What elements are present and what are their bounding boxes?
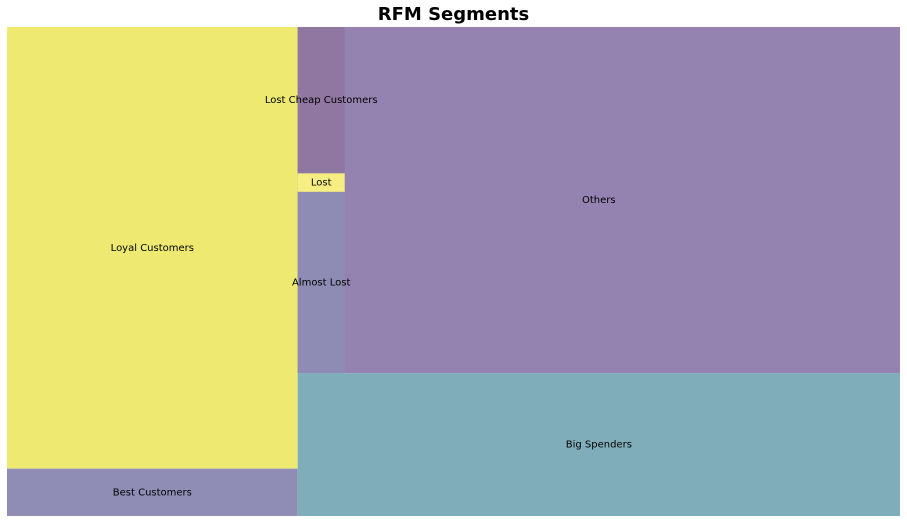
tile-label-lost: Lost xyxy=(311,178,332,189)
tile-label-best-customers: Best Customers xyxy=(113,487,192,498)
tile-label-lost-cheap-customers: Lost Cheap Customers xyxy=(265,95,378,106)
tile-label-big-spenders: Big Spenders xyxy=(566,440,632,451)
tile-best-customers xyxy=(7,468,298,516)
tile-lost-cheap-customers xyxy=(297,27,345,174)
chart-title: RFM Segments xyxy=(377,4,530,25)
tile-others xyxy=(297,27,900,374)
tile-lost xyxy=(297,173,345,192)
tile-label-almost-lost: Almost Lost xyxy=(292,277,351,288)
tile-big-spenders xyxy=(297,373,900,516)
tile-label-others: Others xyxy=(582,195,616,206)
tile-label-loyal-customers: Loyal Customers xyxy=(111,243,194,254)
tile-almost-lost xyxy=(297,191,345,374)
tile-loyal-customers xyxy=(7,27,298,469)
